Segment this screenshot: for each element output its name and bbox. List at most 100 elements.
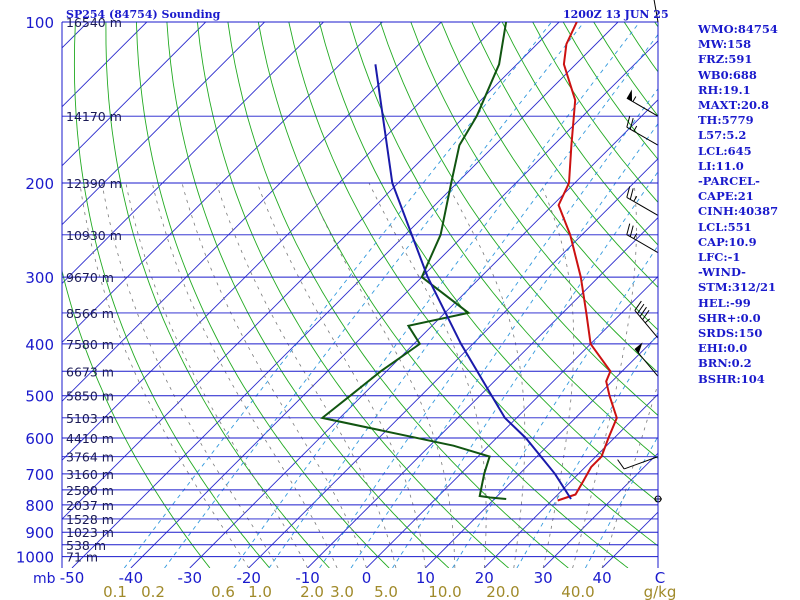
profiles xyxy=(320,22,618,502)
isotherm-line xyxy=(62,22,442,402)
wind-barb-shaft xyxy=(626,126,659,146)
index-line: BRN:0.2 xyxy=(698,356,752,371)
height-label: 1528 m xyxy=(66,512,114,527)
isotherm-line xyxy=(542,452,658,568)
moist-adiabat-line xyxy=(151,182,338,568)
dry-adiabat-line xyxy=(166,22,450,568)
pressure-tick-label: 400 xyxy=(25,336,54,354)
wind-barb-feather xyxy=(637,303,645,314)
isotherm-line xyxy=(71,22,619,568)
pressure-tick-label: 300 xyxy=(25,269,54,287)
index-line: SRDS:150 xyxy=(698,326,763,341)
mixing-ratio-tick-label: 1.0 xyxy=(248,583,272,600)
height-label: 14170 m xyxy=(66,109,122,124)
index-line: LFC:-1 xyxy=(698,250,741,265)
wind-barb-shaft xyxy=(626,234,659,254)
mixing-ratio-unit-label: g/kg xyxy=(644,583,677,600)
temperature-profile-line xyxy=(557,22,618,502)
wind-barb-feather xyxy=(617,459,625,470)
wind-barb-feather xyxy=(626,186,631,198)
temperature-tick-label: -30 xyxy=(178,569,203,587)
mixing-ratio-line xyxy=(164,22,585,568)
wind-barb-feather xyxy=(629,118,634,130)
parcel-profile-line xyxy=(374,64,572,500)
index-line: -PARCEL- xyxy=(698,174,760,189)
moist-adiabat-line xyxy=(216,182,397,568)
index-line: LI:11.0 xyxy=(698,158,744,173)
wind-barb-feather xyxy=(629,188,634,200)
pressure-tick-label: 700 xyxy=(25,466,54,484)
dry-adiabat-line xyxy=(227,22,569,568)
index-line: WMO:84754 xyxy=(698,22,778,36)
mixing-ratio-tick-label: 0.1 xyxy=(103,583,127,600)
height-label: 6673 m xyxy=(66,364,114,379)
isotherm-line xyxy=(483,393,658,568)
wind-barb-feather xyxy=(626,223,631,235)
index-line: MW:158 xyxy=(698,37,752,52)
isotherm-line xyxy=(62,22,265,226)
wind-barb xyxy=(617,456,659,470)
index-line: LCL:551 xyxy=(698,219,752,234)
pressure-tick-label: 800 xyxy=(25,497,54,515)
isotherm-line xyxy=(366,275,658,568)
dry-adiabat-line xyxy=(379,22,658,416)
pressure-tick-label: 500 xyxy=(25,388,54,406)
mixing-ratio-line xyxy=(585,435,658,568)
wind-barb-shaft xyxy=(626,196,659,216)
wind-barb xyxy=(626,116,659,146)
index-line: CAPE:21 xyxy=(698,189,754,204)
isotherm-line xyxy=(425,334,658,568)
wind-barb xyxy=(634,300,659,339)
wind-barb-half-feather xyxy=(632,96,637,102)
height-label: 5850 m xyxy=(66,389,114,404)
moist-adiabat-line xyxy=(256,182,426,568)
wind-barb-feather xyxy=(629,225,634,237)
mixing-ratio-tick-label: 20.0 xyxy=(486,583,519,600)
moist-adiabat-line xyxy=(446,182,526,568)
pressure-tick-label: 200 xyxy=(25,175,54,193)
mixing-ratio-line xyxy=(350,123,658,568)
index-line: SHR+:0.0 xyxy=(698,310,761,325)
pressure-tick-label: 1000 xyxy=(16,549,54,567)
wind-barb-pennant xyxy=(634,342,643,354)
moist-adiabat-line xyxy=(125,182,308,568)
height-label: 7580 m xyxy=(66,337,114,352)
dry-adiabat-line xyxy=(135,22,390,568)
temperature-tick-label: 40 xyxy=(593,569,612,587)
index-line: STM:312/21 xyxy=(698,280,777,295)
station-title: SP254 (84754) Sounding xyxy=(66,8,221,21)
temperature-tick-label: 30 xyxy=(534,569,553,587)
mixing-ratio-line xyxy=(123,22,552,568)
dry-adiabat-line xyxy=(349,22,658,459)
mixing-ratio-tick-label: 3.0 xyxy=(330,583,354,600)
isotherm-line xyxy=(130,40,658,568)
temperature-tick-label: -40 xyxy=(119,569,144,587)
dry-adiabat-line xyxy=(105,22,330,568)
wind-barb-half-feather xyxy=(644,318,651,324)
dry-adiabat-line xyxy=(471,22,658,289)
sounding-time: 1200Z 13 JUN 25 xyxy=(563,8,669,21)
moist-adiabat-line xyxy=(101,182,279,568)
dry-adiabat-line xyxy=(501,22,658,246)
mixing-ratio-tick-label: 5.0 xyxy=(374,583,398,600)
chart-grid xyxy=(62,22,658,568)
wind-barb xyxy=(626,186,659,216)
wind-barb-half-feather xyxy=(633,195,638,202)
mixing-ratio-line xyxy=(233,22,641,568)
index-line: EHI:0.0 xyxy=(698,341,748,356)
dewpoint-profile-line xyxy=(320,22,508,500)
index-line: MAXT:20.8 xyxy=(698,98,769,113)
isotherm-line xyxy=(189,99,658,568)
wind-barb-half-feather xyxy=(633,125,638,132)
wind-barb-feather xyxy=(639,306,647,317)
dry-adiabat-line xyxy=(440,22,658,331)
isotherm-line xyxy=(62,22,207,167)
index-line: WB0:688 xyxy=(698,67,757,82)
pressure-unit-label: mb xyxy=(33,571,56,587)
index-line: TH:5779 xyxy=(698,113,754,128)
index-line: CINH:40387 xyxy=(698,204,779,219)
dry-adiabat-line xyxy=(62,268,211,568)
index-line: CAP:10.9 xyxy=(698,234,757,249)
